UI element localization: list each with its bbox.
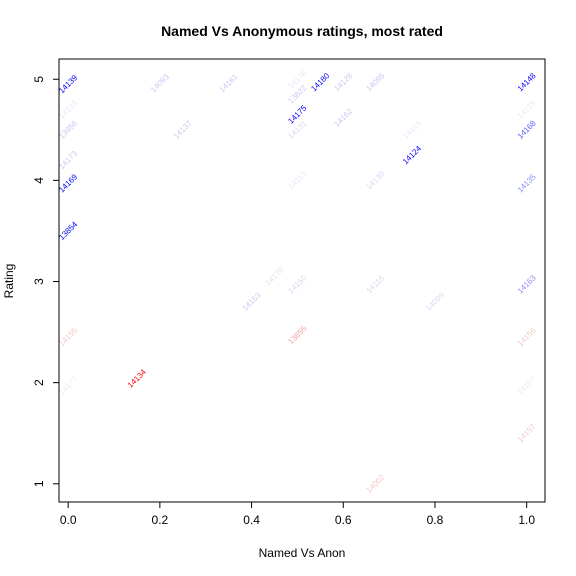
data-point-label: 14150 <box>286 273 308 295</box>
data-point-label: 14162 <box>332 106 354 128</box>
data-point-label: 14168 <box>516 118 538 140</box>
data-point-label: 14161 <box>218 72 240 94</box>
data-point-label: 14139 <box>57 73 79 95</box>
data-point-label: 14173 <box>57 149 79 171</box>
data-point-label: 14134 <box>126 367 148 389</box>
x-tick-label: 0.6 <box>335 513 352 527</box>
x-tick-label: 0.0 <box>60 513 77 527</box>
data-point-label: 14124 <box>401 144 423 166</box>
x-axis: 0.0 0.2 0.4 0.6 0.8 1.0 <box>60 501 535 527</box>
data-point-label: 13956 <box>57 118 79 140</box>
x-tick-label: 0.8 <box>427 513 444 527</box>
data-point-label: 14113 <box>287 169 309 191</box>
y-tick-label: 4 <box>32 177 46 184</box>
x-tick-label: 1.0 <box>518 513 535 527</box>
data-point-label: 14163 <box>241 290 263 312</box>
data-point-label: 14169 <box>57 172 79 194</box>
data-point-label: 14130 <box>364 169 386 191</box>
data-point-label: 14002 <box>364 472 386 494</box>
y-tick-label: 2 <box>32 379 46 386</box>
data-point-label: 14163 <box>516 273 538 295</box>
y-tick-label: 5 <box>32 76 46 83</box>
data-point-label: 14133 <box>57 98 79 120</box>
data-point-label: 14095 <box>364 71 386 93</box>
y-tick-label: 3 <box>32 278 46 285</box>
data-point-label: 14179 <box>263 265 285 287</box>
data-point-label: 14157 <box>516 422 538 444</box>
data-point-label: 14156 <box>516 326 538 348</box>
data-point-label: 14125 <box>516 98 538 120</box>
data-point-label: 14128 <box>332 71 354 93</box>
data-point-label: 14155 <box>57 326 79 348</box>
data-point-label: 14099 <box>424 290 446 312</box>
y-tick-label: 1 <box>32 480 46 487</box>
y-axis: 1 2 3 4 5 <box>32 76 60 487</box>
data-point-label: 14157 <box>516 374 538 396</box>
data-point-label: 13855 <box>286 324 308 346</box>
data-point-label: 14116 <box>365 273 387 295</box>
y-axis-label: Rating <box>2 264 16 299</box>
data-point-label: 14135 <box>516 172 538 194</box>
data-point-label: 14177 <box>57 374 79 396</box>
data-point-label: 14093 <box>149 72 171 94</box>
data-point-label: 14114 <box>401 119 423 141</box>
x-axis-label: Named Vs Anon <box>259 546 346 560</box>
x-tick-label: 0.2 <box>152 513 169 527</box>
data-point-label: 13854 <box>57 219 79 241</box>
data-point-label: 14137 <box>172 118 194 140</box>
x-tick-label: 0.4 <box>243 513 260 527</box>
chart-title: Named Vs Anonymous ratings, most rated <box>161 23 443 39</box>
data-point-label: 14180 <box>309 71 331 93</box>
data-point-label: 14148 <box>516 71 538 93</box>
